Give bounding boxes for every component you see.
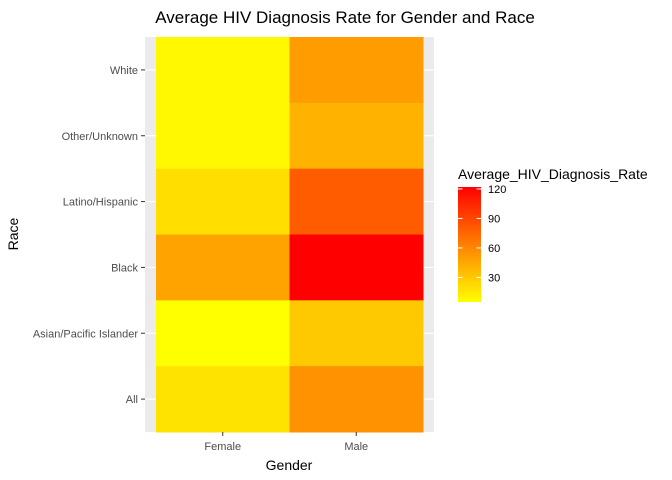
legend-tick-label: 30 <box>488 272 500 284</box>
y-tick-label: Latino/Hispanic <box>63 197 139 209</box>
y-tick-label: Other/Unknown <box>62 131 138 143</box>
legend-title: Average_HIV_Diagnosis_Rate <box>458 166 648 182</box>
y-tick-label: White <box>110 65 138 77</box>
legend-color-bar <box>458 187 481 302</box>
heatmap-cell <box>289 37 424 104</box>
heatmap-cell <box>156 366 290 433</box>
x-axis: Female Male <box>204 432 368 453</box>
y-tick-label: Asian/Pacific Islander <box>33 328 138 340</box>
legend-tick-label: 60 <box>488 243 500 255</box>
heatmap-cell <box>289 102 424 170</box>
heatmap-cells <box>156 37 424 433</box>
heatmap-cell <box>156 168 290 235</box>
heatmap-cell <box>289 168 424 235</box>
heatmap-cell <box>289 366 424 433</box>
y-axis-label: Race <box>5 217 21 250</box>
x-axis-label: Gender <box>266 457 313 473</box>
heatmap-cell <box>156 37 290 104</box>
heatmap-cell <box>289 300 424 367</box>
color-legend: Average_HIV_Diagnosis_Rate 30 60 90 120 <box>458 166 648 302</box>
x-tick-label: Male <box>344 441 368 453</box>
y-axis: All Asian/Pacific Islander Black Latino/His… <box>33 65 145 406</box>
legend-tick-label: 120 <box>488 184 506 196</box>
heatmap-cell <box>156 234 290 301</box>
heatmap-cell <box>156 300 290 367</box>
x-tick-label: Female <box>204 441 241 453</box>
heatmap-cell <box>156 102 290 170</box>
legend-ticks: 30 60 90 120 <box>458 184 506 284</box>
y-tick-label: All <box>126 394 138 406</box>
chart-title: Average HIV Diagnosis Rate for Gender an… <box>155 8 535 27</box>
heatmap-cell <box>289 234 424 301</box>
y-tick-label: Black <box>111 262 138 274</box>
legend-tick-label: 90 <box>488 213 500 225</box>
